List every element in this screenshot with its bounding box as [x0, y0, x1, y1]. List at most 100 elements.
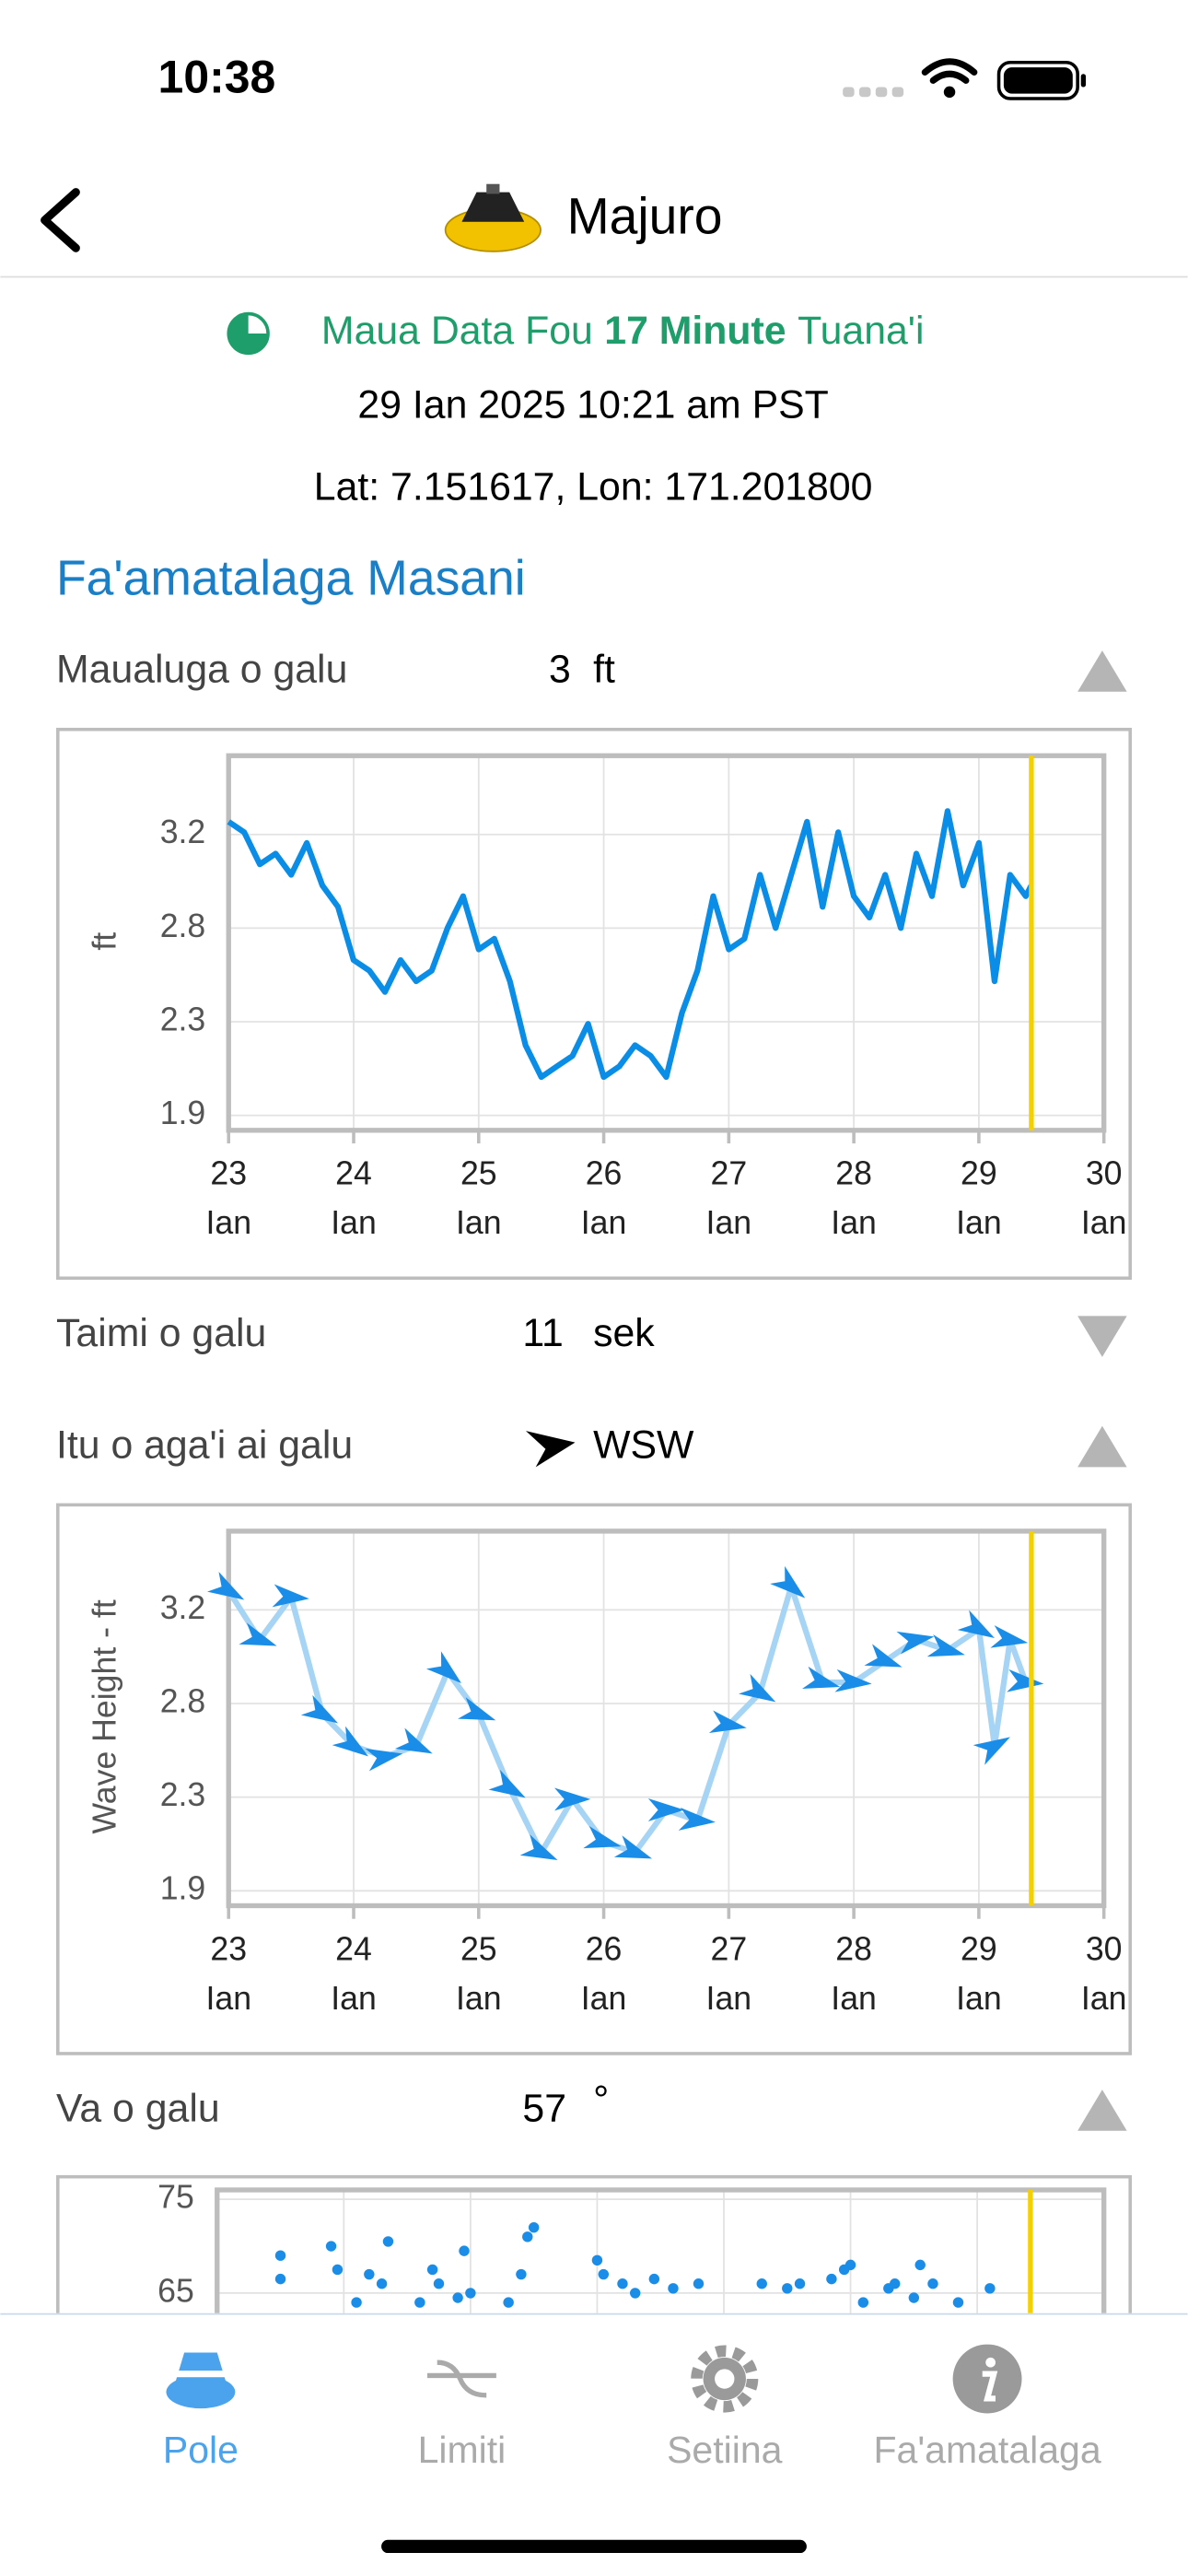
x-tick-label: 27 Ian	[705, 1932, 752, 2018]
direction-arrow	[300, 1694, 339, 1724]
scatter-point	[414, 2297, 425, 2308]
freshness-status: Maua Data Fou 17 Minute Tuana'i	[321, 309, 925, 353]
plot-border	[226, 753, 1107, 1133]
status-icons	[843, 58, 1087, 100]
x-tick-label: 26 Ian	[580, 1156, 627, 1243]
direction-arrow	[425, 1651, 461, 1683]
tab-bar: Pole Limiti Setiina Fa'amatalaga	[0, 2313, 1188, 2576]
scatter-point	[889, 2278, 901, 2289]
direction-arrow	[332, 1726, 369, 1757]
x-tick-label-box: 29 Ian	[956, 1156, 1002, 1242]
direction-arrow	[708, 1710, 747, 1734]
freshness-age: 17 Minute	[604, 309, 786, 353]
x-tick-label: 30 Ian	[1080, 1156, 1127, 1243]
scatter-point	[914, 2259, 926, 2271]
direction-arrow	[458, 1697, 496, 1721]
row-label: Va o galu	[56, 2087, 220, 2131]
y-axis-label: ft	[87, 932, 123, 951]
charts: 1.9 2.3 2.8 3.2 23 Ian 24 Ian 25 Ian 26 Ian 27 I…	[56, 727, 1132, 2576]
scatter-point	[426, 2264, 438, 2276]
direction-arrow	[990, 1625, 1029, 1648]
direction-arrow	[365, 1748, 403, 1772]
scatter-point	[376, 2278, 388, 2289]
row-unit: °	[593, 2078, 609, 2123]
scatter-point	[984, 2283, 996, 2294]
direction-arrow	[926, 1634, 965, 1657]
scatter-point	[668, 2283, 679, 2294]
x-tick-label: 30 Ian	[1080, 1932, 1127, 2018]
direction-arrow	[583, 1825, 622, 1849]
direction-arrow	[554, 1787, 591, 1811]
scatter-point	[927, 2278, 938, 2289]
scatter-point	[756, 2278, 767, 2289]
x-tick-label-box: 27 Ian	[705, 1156, 752, 1243]
x-tick-label-box: 29 Ian	[956, 1932, 1002, 2018]
row-label: Maualuga o galu	[56, 648, 347, 692]
x-tick-label: 23 Ian	[205, 1156, 252, 1243]
scatter-point	[351, 2297, 362, 2308]
x-tick-label: 24 Ian	[331, 1932, 377, 2018]
tab[interactable]: Setiina	[667, 2345, 783, 2471]
buoy-icon	[444, 183, 542, 252]
x-tick-label-box: 27 Ian	[705, 1932, 752, 2018]
scatter-point	[630, 2288, 641, 2299]
scatter-point	[826, 2273, 837, 2285]
direction-arrow	[896, 1631, 935, 1655]
scatter-point	[382, 2236, 394, 2247]
home-indicator	[381, 2539, 807, 2554]
direction-arrow	[488, 1769, 526, 1798]
scatter-point	[274, 2273, 286, 2285]
tab-label: Pole	[163, 2429, 239, 2471]
direction-arrow	[1007, 1669, 1044, 1692]
back-button[interactable]	[41, 188, 80, 252]
direction-arrow	[739, 1673, 776, 1703]
x-tick-label-box: 24 Ian	[331, 1156, 377, 1242]
tab[interactable]: Pole	[163, 2352, 239, 2471]
scatter-point	[465, 2288, 476, 2299]
scatter-point	[516, 2268, 527, 2280]
x-tick-label: 23 Ian	[205, 1932, 252, 2018]
y-tick-label: 3.2	[160, 1589, 206, 1626]
scatter-point	[857, 2297, 869, 2308]
scatter-point	[693, 2278, 705, 2289]
row-value: 3	[549, 648, 571, 692]
x-tick-label-box: 28 Ian	[831, 1932, 877, 2018]
x-tick-label-box: 25 Ian	[455, 1932, 502, 2018]
row-unit: ft	[593, 648, 615, 692]
tab[interactable]: Fa'amatalaga	[873, 2344, 1101, 2472]
scatter-point	[648, 2273, 660, 2285]
direction-arrow	[802, 1666, 841, 1689]
timestamp: 29 Ian 2025 10:21 am PST	[357, 383, 828, 427]
scatter-point	[591, 2254, 603, 2266]
scatter-point	[325, 2241, 337, 2252]
freshness-icon	[227, 311, 270, 356]
scatter-point	[598, 2268, 610, 2280]
scatter-point	[952, 2297, 964, 2308]
collapse-toggle[interactable]	[1077, 1425, 1127, 1468]
x-tick-label: 29 Ian	[956, 1932, 1002, 2018]
collapse-toggle[interactable]	[1077, 650, 1127, 692]
x-tick-label-box: 30 Ian	[1080, 1156, 1127, 1243]
scatter-point	[459, 2245, 470, 2256]
location: Lat: 7.151617, Lon: 171.201800	[314, 465, 873, 509]
scatter-point	[522, 2231, 533, 2242]
x-tick-label: 27 Ian	[705, 1156, 752, 1243]
collapse-toggle[interactable]	[1077, 2090, 1127, 2131]
scatter-point	[617, 2278, 628, 2289]
direction-arrow	[834, 1669, 872, 1692]
y-tick-label: 2.3	[160, 1776, 206, 1813]
direction-arrow	[613, 1835, 653, 1859]
expand-toggle[interactable]	[1077, 1316, 1127, 1357]
y-tick-label: 75	[157, 2179, 194, 2216]
direction-arrow	[239, 1622, 277, 1646]
y-tick-label: 2.8	[160, 907, 206, 944]
x-tick-label: 25 Ian	[455, 1932, 502, 2018]
direction-arrow	[272, 1584, 309, 1608]
tab[interactable]: Limiti	[418, 2359, 507, 2471]
tab-label: Setiina	[667, 2429, 783, 2471]
row-value: WSW	[593, 1423, 694, 1467]
wave-line	[227, 808, 1034, 1081]
scatter-point	[433, 2278, 445, 2289]
